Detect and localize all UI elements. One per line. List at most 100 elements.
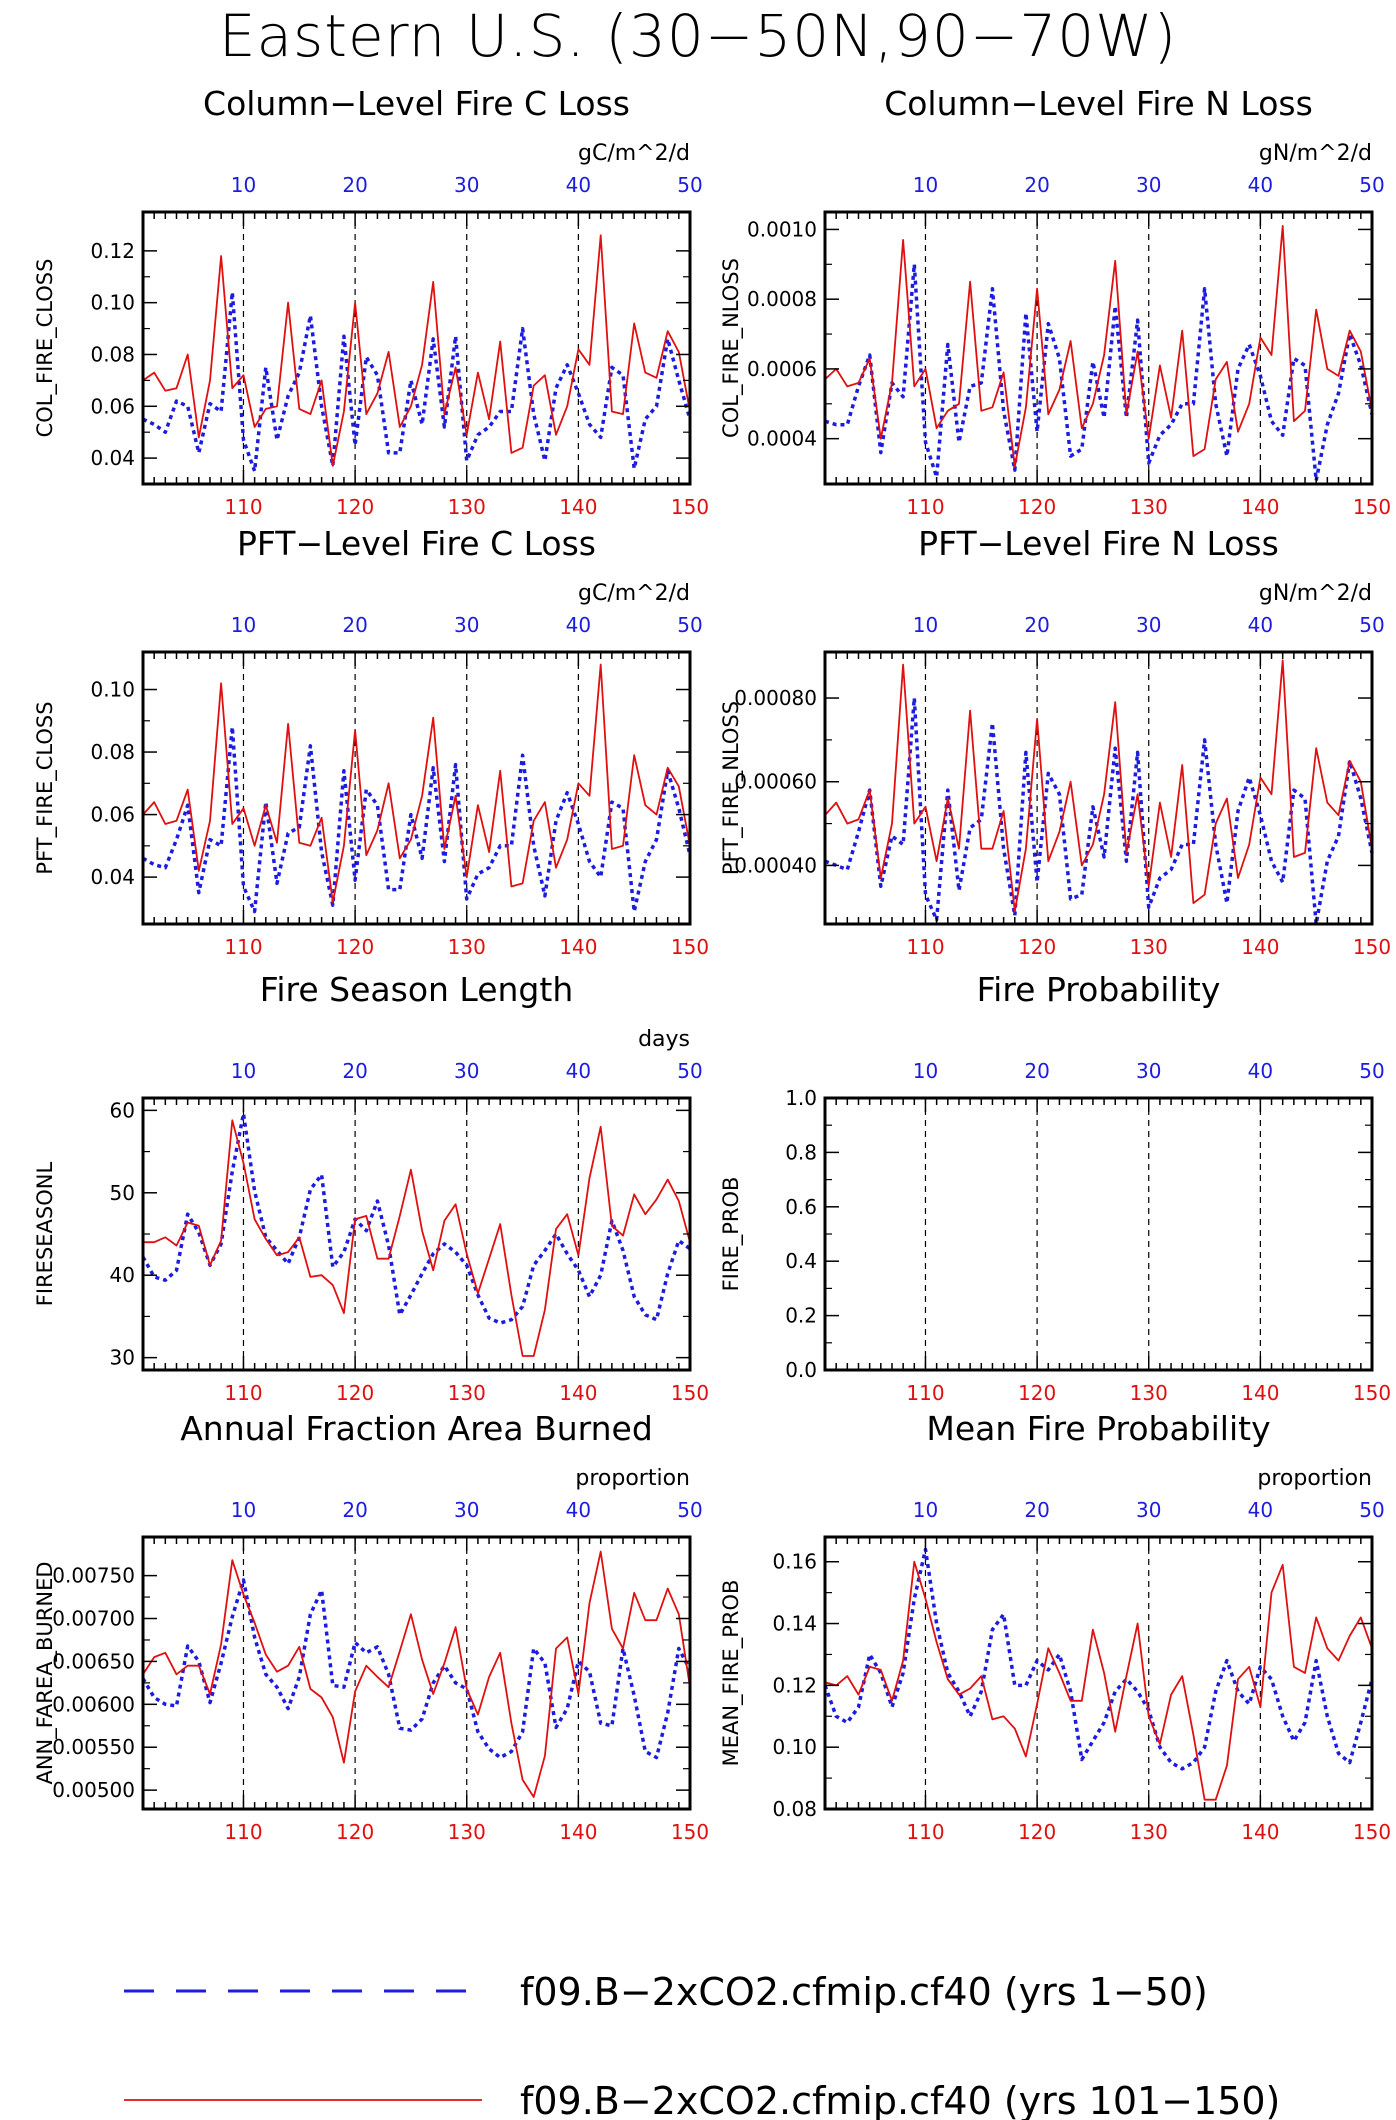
x-tick-label-top: 40 xyxy=(566,613,591,637)
series-line-yrs-101-150 xyxy=(142,1550,691,1798)
series-line-yrs-1-50 xyxy=(823,1547,1374,1771)
y-axis-label: PFT_FIRE_NLOSS xyxy=(719,701,744,875)
x-tick-label-top: 10 xyxy=(231,613,256,637)
y-tick-label: 0.6 xyxy=(785,1195,817,1219)
x-tick-label-top: 40 xyxy=(566,1059,591,1083)
x-tick-label-bottom: 140 xyxy=(559,1820,597,1844)
x-tick-label-top: 50 xyxy=(1359,613,1384,637)
x-tick-label-bottom: 130 xyxy=(448,495,486,519)
y-tick-label: 0.00700 xyxy=(52,1607,135,1631)
chart-title: Mean Fire Probability xyxy=(926,1409,1270,1448)
x-tick-label-top: 30 xyxy=(454,1059,479,1083)
x-tick-label-bottom: 120 xyxy=(1018,495,1056,519)
x-tick-label-top: 20 xyxy=(1024,613,1049,637)
x-tick-label-bottom: 140 xyxy=(1241,1381,1279,1405)
x-tick-label-top: 40 xyxy=(1248,173,1273,197)
y-tick-label: 0.14 xyxy=(772,1612,817,1636)
y-tick-label: 0.12 xyxy=(772,1673,817,1697)
chart-title: PFT−Level Fire C Loss xyxy=(237,524,596,563)
x-tick-label-bottom: 150 xyxy=(671,1820,709,1844)
y-tick-label: 0.00750 xyxy=(52,1564,135,1588)
x-tick-label-bottom: 110 xyxy=(224,1381,262,1405)
y-tick-label: 0.00060 xyxy=(734,770,817,794)
x-tick-label-bottom: 110 xyxy=(906,935,944,959)
legend-label: f09.B−2xCO2.cfmip.cf40 (yrs 1−50) xyxy=(520,1970,1208,2014)
x-tick-label-top: 10 xyxy=(913,1498,938,1522)
x-tick-label-bottom: 110 xyxy=(224,495,262,519)
y-tick-label: 0.10 xyxy=(90,678,135,702)
x-tick-label-bottom: 120 xyxy=(336,495,374,519)
x-tick-label-bottom: 110 xyxy=(906,1820,944,1844)
y-tick-label: 40 xyxy=(110,1263,135,1287)
series-line-yrs-1-50 xyxy=(824,262,1374,483)
x-tick-label-bottom: 110 xyxy=(906,1381,944,1405)
series-line-yrs-1-50 xyxy=(142,290,692,473)
chart-title: Annual Fraction Area Burned xyxy=(180,1409,653,1448)
x-tick-label-bottom: 110 xyxy=(906,495,944,519)
x-tick-label-bottom: 120 xyxy=(336,1381,374,1405)
x-tick-label-top: 30 xyxy=(1136,1059,1161,1083)
legend-label: f09.B−2xCO2.cfmip.cf40 (yrs 101−150) xyxy=(520,2079,1280,2120)
x-tick-label-bottom: 130 xyxy=(1130,1820,1168,1844)
y-tick-label: 0.10 xyxy=(90,291,135,315)
x-tick-label-top: 30 xyxy=(454,1498,479,1522)
x-tick-label-bottom: 140 xyxy=(559,935,597,959)
y-axis-label: PFT_FIRE_CLOSS xyxy=(33,701,58,874)
y-tick-label: 0.12 xyxy=(90,239,135,263)
chart-panel-0: Column−Level Fire C Loss gC/m^2/d 110 120 13… xyxy=(33,84,709,519)
chart-title: Fire Season Length xyxy=(260,970,573,1009)
series-line-yrs-1-50 xyxy=(141,1111,692,1325)
units-label: gN/m^2/d xyxy=(1259,141,1372,166)
chart-title: Column−Level Fire C Loss xyxy=(203,84,630,123)
x-tick-label-bottom: 130 xyxy=(1130,935,1168,959)
x-tick-label-top: 20 xyxy=(1024,173,1049,197)
y-tick-label: 0.0004 xyxy=(747,427,817,451)
x-tick-label-top: 40 xyxy=(566,173,591,197)
x-tick-label-bottom: 130 xyxy=(448,935,486,959)
chart-title: PFT−Level Fire N Loss xyxy=(918,524,1279,563)
x-tick-label-top: 10 xyxy=(913,173,938,197)
x-tick-label-top: 10 xyxy=(913,613,938,637)
x-tick-label-bottom: 150 xyxy=(671,935,709,959)
series-line-yrs-1-50 xyxy=(824,696,1374,926)
series-line-yrs-101-150 xyxy=(143,1119,691,1357)
plot-frame xyxy=(141,1535,692,1811)
y-tick-label: 0.04 xyxy=(90,865,135,889)
units-label: days xyxy=(638,1027,690,1052)
x-tick-label-bottom: 120 xyxy=(1018,1820,1056,1844)
x-tick-label-top: 30 xyxy=(454,613,479,637)
y-tick-label: 0.00550 xyxy=(52,1735,135,1759)
units-label: gN/m^2/d xyxy=(1259,581,1372,606)
x-tick-label-top: 50 xyxy=(677,613,702,637)
chart-panel-4: Fire Season Length days 110 120 130 140 150 10 2… xyxy=(33,970,709,1405)
y-axis-label: ANN_FAREA_BURNED xyxy=(33,1561,58,1784)
chart-title: Fire Probability xyxy=(977,970,1221,1009)
y-tick-label: 1.0 xyxy=(785,1086,817,1110)
x-tick-label-bottom: 150 xyxy=(1353,1820,1391,1844)
x-tick-label-bottom: 140 xyxy=(1241,495,1279,519)
chart-panel-7: Mean Fire Probability proportion 110 120 130… xyxy=(719,1409,1391,1844)
y-tick-label: 0.08 xyxy=(772,1797,817,1821)
x-tick-label-top: 20 xyxy=(342,1059,367,1083)
series-line-yrs-101-150 xyxy=(824,1560,1373,1801)
series-line-yrs-101-150 xyxy=(142,663,691,903)
x-tick-label-top: 10 xyxy=(231,1498,256,1522)
y-axis-label: FIRESEASONL xyxy=(33,1162,57,1307)
x-tick-label-bottom: 130 xyxy=(448,1381,486,1405)
x-tick-label-top: 20 xyxy=(342,173,367,197)
x-tick-label-top: 30 xyxy=(1136,173,1161,197)
x-tick-label-bottom: 140 xyxy=(559,1381,597,1405)
x-tick-label-bottom: 150 xyxy=(671,495,709,519)
page-title: Eastern U.S. (30−50N,90−70W) xyxy=(218,2,1178,70)
x-tick-label-top: 50 xyxy=(677,173,702,197)
x-tick-label-bottom: 120 xyxy=(336,1820,374,1844)
legend: f09.B−2xCO2.cfmip.cf40 (yrs 1−50) f09.B−2… xyxy=(124,1970,1280,2120)
y-tick-label: 60 xyxy=(110,1098,135,1122)
chart-panel-6: Annual Fraction Area Burned proportion 110… xyxy=(33,1409,709,1844)
y-axis-label: FIRE_PROB xyxy=(719,1177,744,1292)
x-tick-label-top: 20 xyxy=(342,1498,367,1522)
x-tick-label-top: 30 xyxy=(1136,1498,1161,1522)
x-tick-label-bottom: 120 xyxy=(1018,935,1056,959)
x-tick-label-top: 30 xyxy=(1136,613,1161,637)
y-tick-label: 0.0 xyxy=(785,1358,817,1382)
